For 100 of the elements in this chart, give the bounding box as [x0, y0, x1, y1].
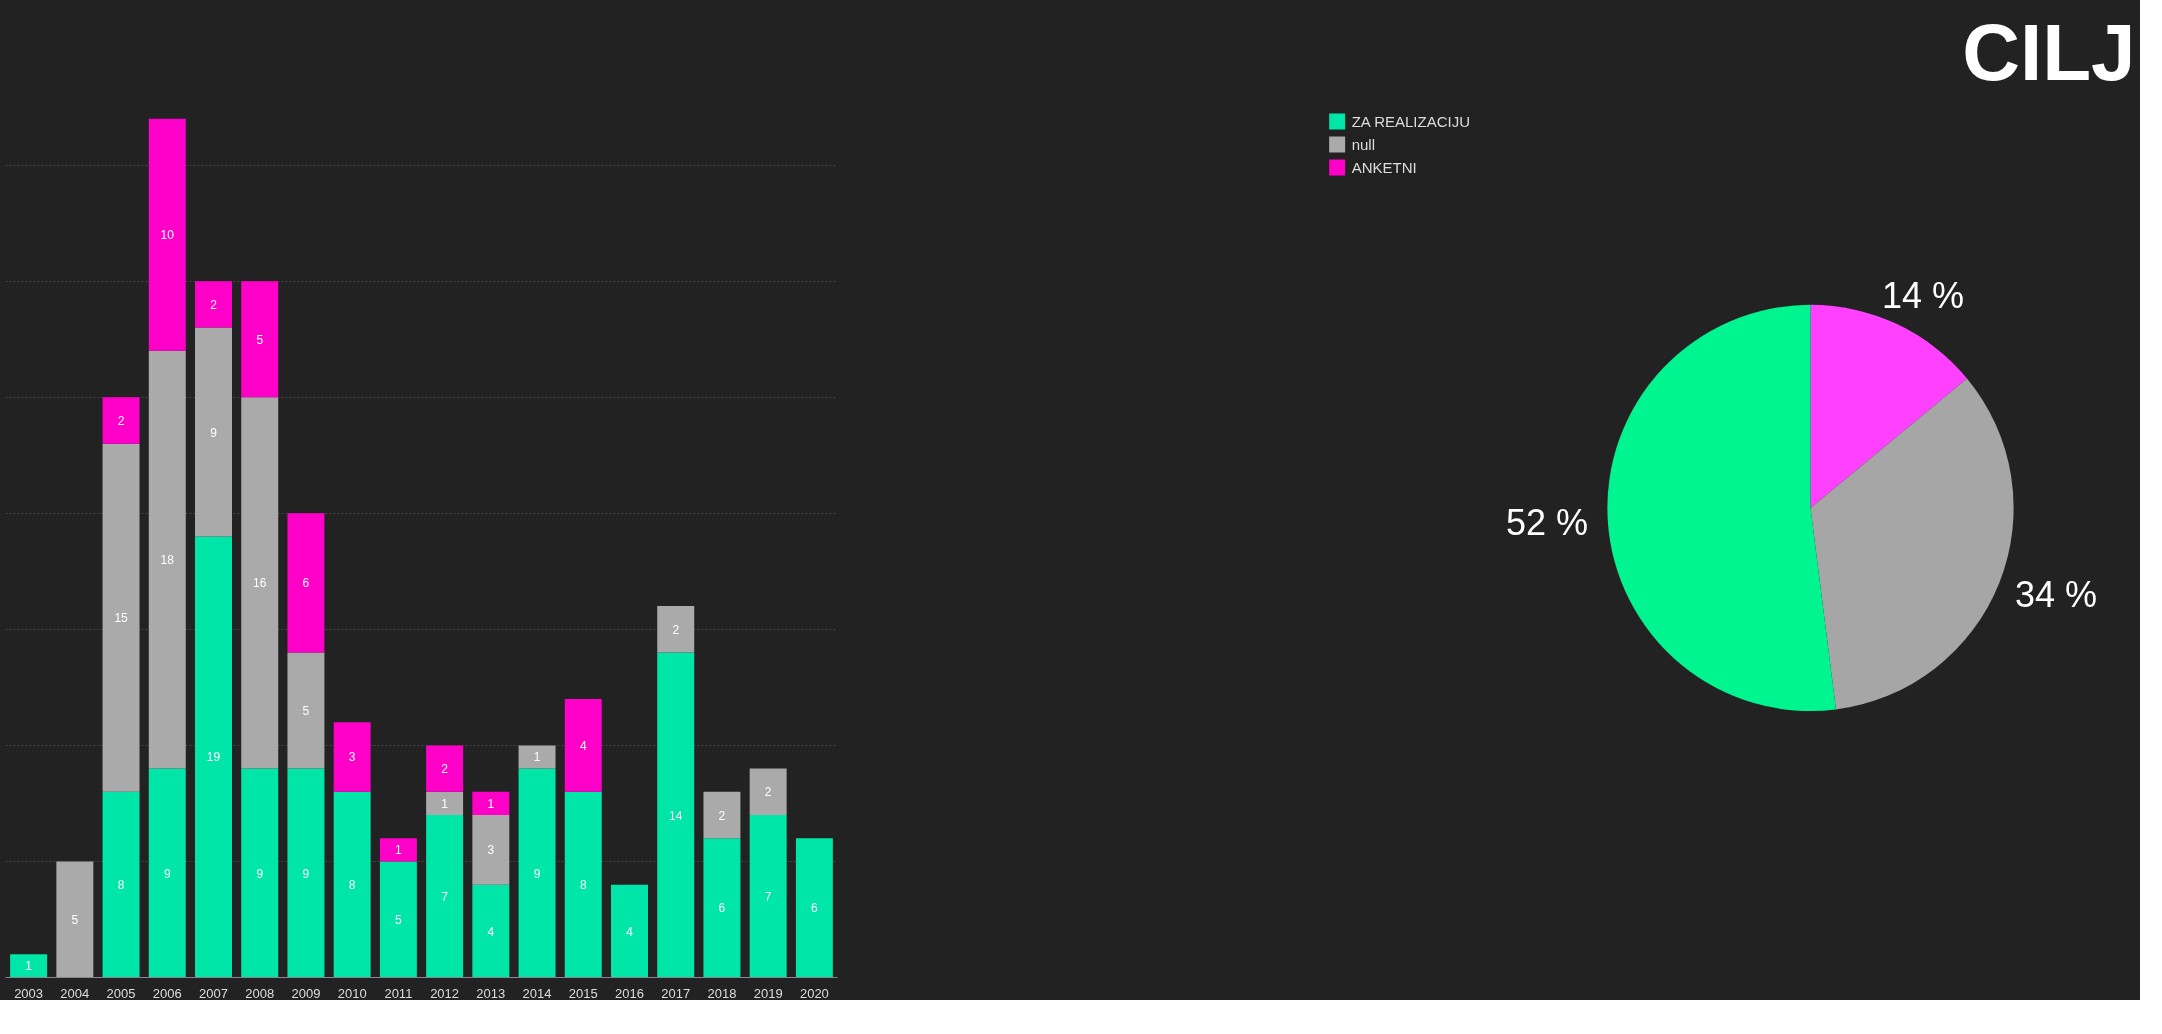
bar [749, 815, 787, 978]
bar [102, 791, 140, 978]
x-tick-label: 2004 [60, 985, 90, 1001]
bar [426, 745, 464, 792]
data-label: 4 [487, 924, 495, 939]
bar [518, 745, 556, 769]
data-label: 2 [210, 297, 218, 312]
data-label: 2 [718, 808, 726, 823]
data-label: 6 [811, 901, 819, 916]
data-label: 2 [441, 762, 449, 777]
data-label: 5 [256, 332, 264, 347]
bar [703, 838, 741, 978]
bar [10, 954, 48, 978]
bar [241, 397, 279, 769]
data-label: 14 % [1881, 274, 1964, 316]
data-label: 5 [395, 912, 403, 927]
x-tick-label: 2016 [615, 985, 644, 1001]
bar [148, 350, 186, 769]
bar [795, 838, 833, 978]
bar [287, 652, 325, 769]
data-label: 8 [579, 878, 587, 893]
data-label: 6 [302, 576, 310, 591]
bar [241, 281, 279, 398]
bar [56, 861, 94, 978]
x-tick-label: 2008 [245, 985, 275, 1001]
bar [703, 791, 741, 839]
data-label: 5 [71, 912, 79, 927]
bar [426, 791, 464, 816]
data-label: 52 % [1505, 502, 1588, 544]
bar [657, 652, 695, 978]
data-label: 1 [533, 750, 541, 765]
data-label: 4 [579, 738, 587, 753]
data-label: 8 [348, 878, 356, 893]
bar [102, 443, 140, 792]
bar [518, 768, 556, 978]
legend-label: null [1351, 135, 1375, 153]
x-tick-label: 2007 [199, 985, 228, 1001]
bar [379, 838, 417, 862]
x-tick-label: 2005 [106, 985, 136, 1001]
x-tick-label: 2010 [337, 985, 367, 1001]
bar [333, 722, 371, 792]
data-label: 2 [764, 785, 772, 800]
bar [379, 861, 417, 978]
bar [472, 884, 510, 978]
data-label: 1 [441, 796, 449, 811]
data-label: 7 [441, 889, 449, 904]
data-label: 14 [669, 808, 683, 823]
data-label: 1 [395, 843, 403, 858]
x-tick-label: 2019 [753, 985, 783, 1001]
data-label: 16 [253, 576, 267, 591]
x-tick-label: 2012 [430, 985, 460, 1001]
bar [426, 815, 464, 978]
chart-title: CILJ [1962, 7, 2136, 97]
bar [148, 118, 186, 351]
data-label: 2 [672, 622, 680, 637]
data-label: 34 % [2014, 573, 2098, 615]
x-tick-label: 2011 [384, 985, 413, 1001]
data-label: 18 [160, 553, 175, 568]
x-tick-label: 2020 [799, 985, 829, 1001]
data-label: 7 [764, 889, 772, 904]
x-tick-label: 2014 [522, 985, 552, 1001]
data-label: 1 [487, 796, 495, 811]
bar [195, 281, 232, 328]
bar [564, 698, 602, 792]
bar [749, 768, 787, 816]
data-label: 9 [256, 866, 264, 881]
bar [611, 884, 648, 978]
data-label: 9 [163, 866, 171, 881]
data-label: 5 [302, 704, 310, 719]
data-label: 9 [533, 866, 541, 881]
data-label: 2 [117, 413, 125, 428]
x-tick-label: 2013 [476, 985, 506, 1001]
data-label: 8 [117, 878, 125, 893]
data-label: 3 [487, 843, 495, 858]
data-label: 4 [626, 924, 634, 939]
data-label: 1 [25, 959, 33, 974]
bar [195, 536, 232, 978]
bar [148, 768, 186, 978]
bar [472, 815, 510, 885]
legend-label: ANKETNI [1351, 158, 1417, 176]
bar [472, 791, 510, 816]
bar [195, 327, 232, 537]
data-label: 6 [718, 901, 726, 916]
x-tick-label: 2018 [707, 985, 737, 1001]
bar [287, 513, 325, 653]
legend-label: ZA REALIZACIJU [1351, 112, 1470, 130]
x-tick-label: 2003 [14, 985, 44, 1001]
x-tick-label: 2015 [568, 985, 598, 1001]
bar [241, 768, 279, 978]
bar [102, 397, 140, 444]
bar [657, 606, 695, 653]
x-tick-label: 2006 [152, 985, 182, 1001]
bar [287, 768, 325, 978]
bar [564, 791, 602, 978]
data-label: 9 [210, 425, 218, 440]
data-label: 15 [114, 611, 129, 626]
x-tick-label: 2017 [661, 985, 691, 1001]
data-label: 3 [348, 750, 356, 765]
data-label: 19 [206, 750, 221, 765]
data-label: 9 [302, 866, 310, 881]
